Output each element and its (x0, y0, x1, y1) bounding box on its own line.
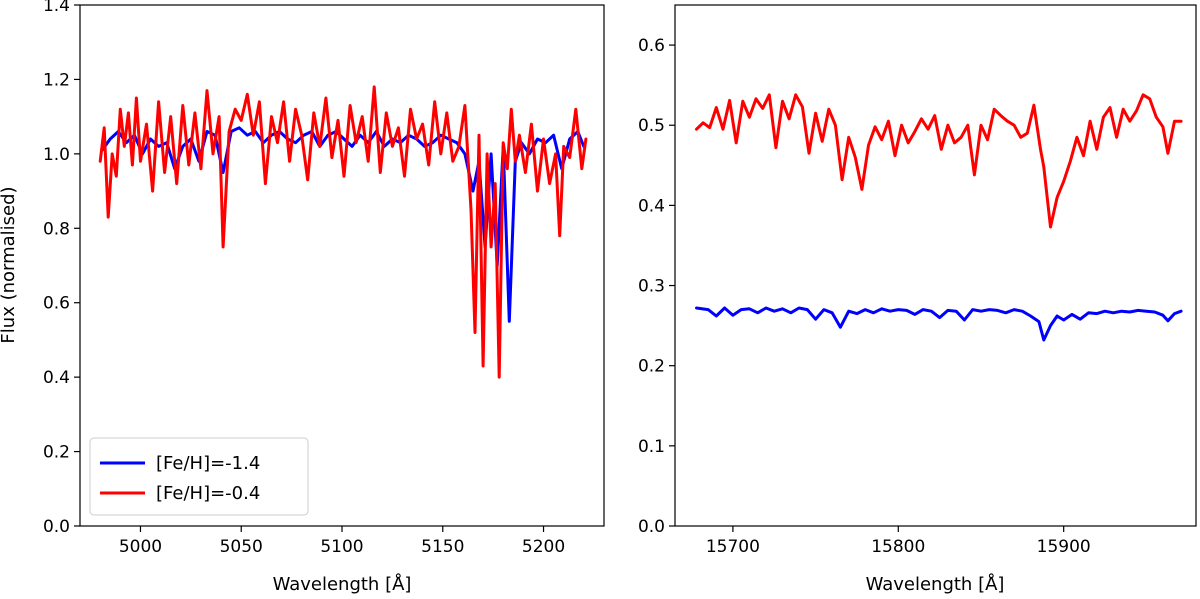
legend-box (89, 437, 309, 516)
left-y-tick-label: 0.4 (43, 368, 70, 388)
right-y-tick-label: 0.2 (638, 357, 665, 377)
left-y-ticks: 0.0 0.2 0.4 0.6 0.8 1.0 1.2 1.4 (43, 0, 80, 537)
legend: [Fe/H]=-1.4 [Fe/H]=-0.4 (89, 437, 309, 516)
left-x-tick-label: 5000 (119, 537, 162, 557)
right-x-ticks: 15700 15800 15900 (706, 526, 1091, 557)
right-x-tick-label: 15700 (706, 537, 760, 557)
left-y-tick-label: 0.6 (43, 294, 70, 314)
legend-label-blue: [Fe/H]=-1.4 (156, 453, 260, 474)
left-y-tick-label: 1.0 (43, 145, 70, 165)
left-series-group (98, 85, 588, 379)
left-x-tick-label: 5150 (421, 537, 464, 557)
left-y-tick-label: 1.2 (43, 70, 70, 90)
left-y-tick-label: 0.2 (43, 443, 70, 463)
left-x-tick-label: 5200 (522, 537, 565, 557)
right-axes-frame (674, 4, 1197, 527)
left-x-tick-label: 5050 (220, 537, 263, 557)
right-series-line-blue (695, 306, 1183, 342)
right-y-tick-label: 0.4 (638, 196, 665, 216)
left-x-tick-label: 5100 (320, 537, 363, 557)
left-y-tick-label: 1.4 (43, 0, 70, 16)
right-y-tick-label: 0.5 (638, 116, 665, 136)
legend-label-red: [Fe/H]=-0.4 (156, 483, 260, 504)
right-y-tick-label: 0.0 (638, 517, 665, 537)
right-series-line-red (695, 93, 1183, 229)
left-y-tick-label: 0.8 (43, 219, 70, 239)
right-y-tick-label: 0.1 (638, 437, 665, 457)
right-x-tick-label: 15900 (1037, 537, 1091, 557)
left-series-line-red (98, 85, 588, 379)
right-y-ticks: 0.0 0.1 0.2 0.3 0.4 0.5 0.6 (638, 36, 675, 537)
right-panel: 15700 15800 15900 0.0 0.1 0.2 0.3 0.4 0.5 0.6 Wa… (638, 4, 1197, 595)
left-y-axis-label: Flux (normalised) (0, 186, 19, 343)
right-y-tick-label: 0.3 (638, 277, 665, 297)
left-panel: 5000 5050 5100 5150 5200 0.0 0.2 0.4 0.6 0.8 1.0 1… (0, 0, 605, 595)
right-x-tick-label: 15800 (871, 537, 925, 557)
right-y-tick-label: 0.6 (638, 36, 665, 56)
left-y-tick-label: 0.0 (43, 517, 70, 537)
left-x-ticks: 5000 5050 5100 5150 5200 (119, 526, 565, 557)
left-x-axis-label: Wavelength [Å] (273, 573, 412, 595)
right-x-axis-label: Wavelength [Å] (866, 573, 1005, 595)
right-series-group (695, 93, 1183, 342)
